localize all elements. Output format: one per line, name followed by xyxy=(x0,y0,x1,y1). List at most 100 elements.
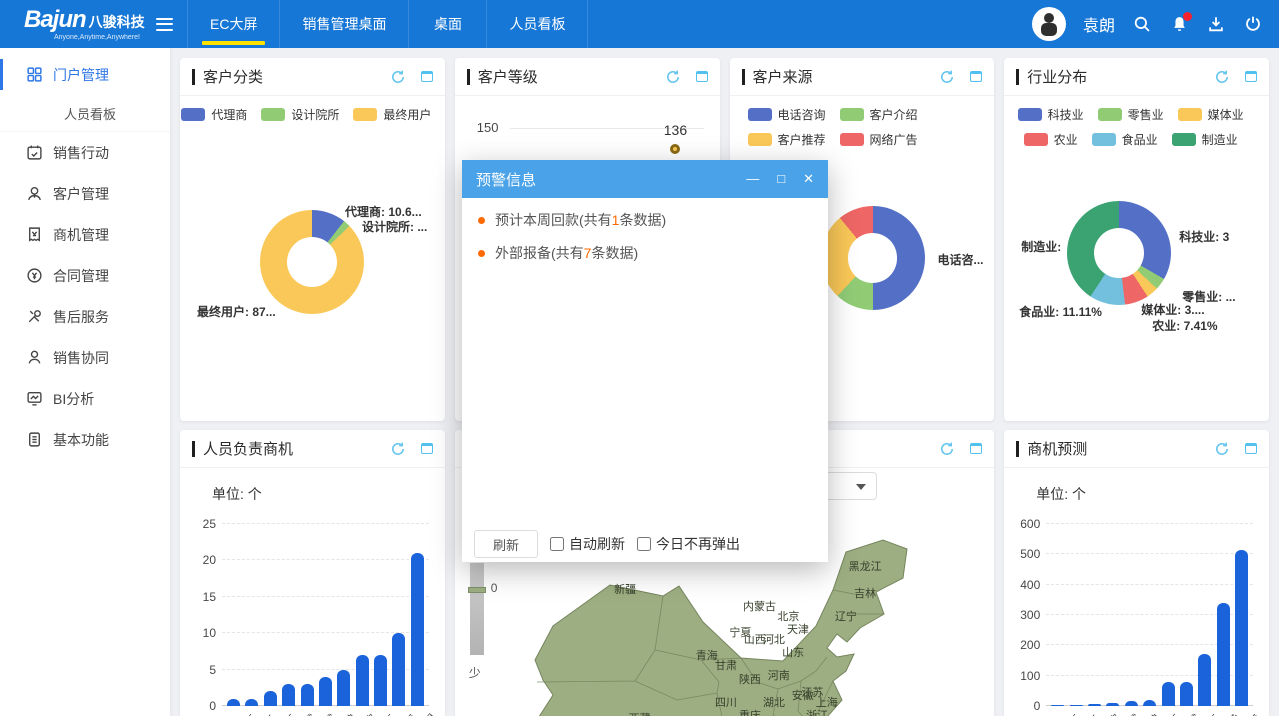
province-label-安徽[interactable]: 安徽 xyxy=(791,690,814,702)
power-icon[interactable] xyxy=(1243,14,1263,34)
bar[interactable] xyxy=(263,691,277,706)
province-label-宁夏[interactable]: 宁夏 xyxy=(729,627,752,640)
refresh-icon[interactable] xyxy=(665,69,681,85)
minimize-icon[interactable]: — xyxy=(746,171,760,186)
dont-show-today-checkbox-input[interactable] xyxy=(637,537,651,551)
legend-item-最终用户[interactable]: 最终用户 xyxy=(353,106,431,123)
expand-icon[interactable] xyxy=(970,71,983,82)
province-label-江苏[interactable]: 江苏 xyxy=(801,686,824,699)
refresh-icon[interactable] xyxy=(390,69,406,85)
legend-item-制造业[interactable]: 制造业 xyxy=(1171,131,1238,148)
province-label-上海[interactable]: 上海 xyxy=(815,696,838,709)
bar[interactable] xyxy=(1051,705,1065,706)
legend-item-客户推荐[interactable]: 客户推荐 xyxy=(747,131,826,148)
search-icon[interactable] xyxy=(1132,14,1152,34)
close-icon[interactable]: ✕ xyxy=(803,171,814,186)
province-label-北京[interactable]: 北京 xyxy=(777,610,800,623)
username[interactable]: 袁朗 xyxy=(1082,18,1115,35)
province-label-河北[interactable]: 河北 xyxy=(762,633,785,646)
refresh-icon[interactable] xyxy=(390,441,406,457)
donut-industry[interactable] xyxy=(1067,201,1172,305)
expand-icon[interactable] xyxy=(1245,443,1257,454)
province-label-内蒙古[interactable]: 内蒙古 xyxy=(743,600,777,613)
sidebar-item-BI分析[interactable]: BI分析 xyxy=(0,378,170,419)
legend-item-食品业[interactable]: 食品业 xyxy=(1091,131,1158,148)
refresh-icon[interactable] xyxy=(939,69,955,85)
bar[interactable] xyxy=(355,655,369,706)
bar[interactable] xyxy=(374,655,387,706)
legend-item-零售业[interactable]: 零售业 xyxy=(1097,106,1164,123)
avatar[interactable] xyxy=(1031,7,1066,41)
refresh-icon[interactable] xyxy=(1214,441,1230,457)
bar[interactable] xyxy=(245,698,259,706)
visual-map-handle[interactable] xyxy=(467,587,486,593)
tab-3[interactable]: 桌面 xyxy=(408,0,486,48)
bar[interactable] xyxy=(1124,700,1138,706)
bar[interactable] xyxy=(1198,654,1212,706)
sidebar-item-人员看板[interactable]: 人员看板 xyxy=(0,95,170,132)
bar[interactable] xyxy=(1143,699,1157,706)
bar[interactable] xyxy=(392,633,406,706)
province-label-山西[interactable]: 山西 xyxy=(743,633,766,646)
bar[interactable] xyxy=(300,684,314,706)
province-label-西藏[interactable]: 西藏 xyxy=(629,710,651,716)
bar[interactable] xyxy=(1106,702,1120,706)
bar[interactable] xyxy=(318,676,332,706)
bar[interactable] xyxy=(1216,602,1230,706)
province-label-山东[interactable]: 山东 xyxy=(782,647,805,660)
hamburger-menu-icon[interactable] xyxy=(156,17,173,31)
refresh-icon[interactable] xyxy=(1214,69,1230,85)
donut-customer-category[interactable] xyxy=(260,210,364,314)
bar[interactable] xyxy=(410,553,424,706)
sidebar-item-客户管理[interactable]: 客户管理 xyxy=(0,173,170,214)
refresh-icon[interactable] xyxy=(939,441,955,457)
sidebar-item-销售行动[interactable]: 销售行动 xyxy=(0,132,170,173)
donut-customer-source[interactable] xyxy=(820,206,925,310)
province-label-湖北[interactable]: 湖北 xyxy=(762,696,785,709)
data-point-marker[interactable] xyxy=(669,144,680,154)
province-label-河南[interactable]: 河南 xyxy=(767,670,790,683)
bar[interactable] xyxy=(337,669,351,706)
province-label-吉林[interactable]: 吉林 xyxy=(854,587,877,600)
sidebar-item-售后服务[interactable]: 售后服务 xyxy=(0,296,170,337)
legend-item-媒体业[interactable]: 媒体业 xyxy=(1177,106,1244,123)
sidebar-item-合同管理[interactable]: 合同管理 xyxy=(0,255,170,296)
province-label-辽宁[interactable]: 辽宁 xyxy=(834,610,857,623)
expand-icon[interactable] xyxy=(695,71,708,82)
sidebar-item-销售协同[interactable]: 销售协同 xyxy=(0,337,170,378)
bar[interactable] xyxy=(227,698,240,706)
province-label-四川[interactable]: 四川 xyxy=(714,696,737,709)
legend-item-设计院所[interactable]: 设计院所 xyxy=(261,106,339,123)
bar[interactable] xyxy=(1235,549,1248,706)
legend-item-农业[interactable]: 农业 xyxy=(1023,131,1078,148)
alert-item-1[interactable]: 预计本周回款(共有 1 条数据) xyxy=(478,210,812,230)
province-label-新疆[interactable]: 新疆 xyxy=(614,584,637,597)
notification-bell-icon[interactable] xyxy=(1169,12,1192,34)
bar[interactable] xyxy=(1088,704,1101,706)
province-label-天津[interactable]: 天津 xyxy=(786,624,809,636)
sidebar-item-门户管理[interactable]: 门户管理 xyxy=(0,54,170,95)
legend-item-代理商[interactable]: 代理商 xyxy=(181,106,247,123)
province-label-重庆[interactable]: 重庆 xyxy=(738,709,761,716)
tab-1[interactable]: EC大屏 xyxy=(187,0,279,48)
sidebar-item-基本功能[interactable]: 基本功能 xyxy=(0,419,170,460)
legend-item-网络广告[interactable]: 网络广告 xyxy=(839,131,918,148)
tab-4[interactable]: 人员看板 xyxy=(486,0,589,48)
expand-icon[interactable] xyxy=(1245,71,1257,82)
bar[interactable] xyxy=(1069,705,1083,706)
tab-2[interactable]: 销售管理桌面 xyxy=(279,0,408,48)
alert-modal-header[interactable]: 预警信息 — □ ✕ xyxy=(462,160,828,198)
province-label-甘肃[interactable]: 甘肃 xyxy=(714,660,737,673)
bar[interactable] xyxy=(1161,681,1175,706)
app-logo[interactable]: Bajun 八骏科技 Anyone,Anytime,Anywhere! xyxy=(0,7,150,41)
province-label-浙江[interactable]: 浙江 xyxy=(806,709,829,716)
province-label-陕西[interactable]: 陕西 xyxy=(738,673,761,686)
legend-item-客户介绍[interactable]: 客户介绍 xyxy=(839,106,918,123)
dont-show-today-checkbox[interactable]: 今日不再弹出 xyxy=(637,534,740,554)
modal-refresh-button[interactable]: 刷新 xyxy=(474,530,538,558)
maximize-icon[interactable]: □ xyxy=(777,171,786,186)
province-label-青海[interactable]: 青海 xyxy=(695,650,718,663)
expand-icon[interactable] xyxy=(970,443,983,454)
bar[interactable] xyxy=(1179,681,1193,706)
